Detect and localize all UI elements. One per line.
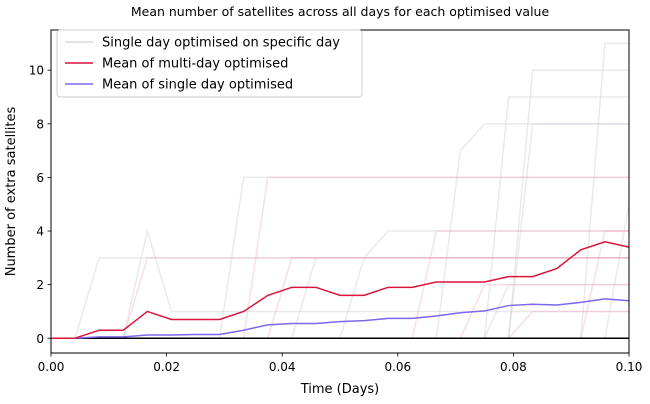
legend-label-multi-day-mean: Mean of multi-day optimised xyxy=(102,57,288,72)
y-axis-label: Number of extra satellites xyxy=(4,106,19,276)
legend-label-single-day-mean: Mean of single day optimised xyxy=(102,78,293,93)
x-tick-label: 0.10 xyxy=(616,360,643,374)
y-tick-label: 0 xyxy=(36,332,44,346)
y-tick-label: 2 xyxy=(36,278,44,292)
x-tick-label: 0.08 xyxy=(500,360,527,374)
x-tick-label: 0.00 xyxy=(38,360,65,374)
multi-day-mean-line xyxy=(51,240,630,340)
y-tick-label: 8 xyxy=(36,117,44,131)
chart-title: Mean number of satellites across all day… xyxy=(131,4,550,19)
legend-label-single-day: Single day optimised on specific day xyxy=(102,36,340,51)
single-day-mean-line xyxy=(51,298,630,340)
y-tick-label: 6 xyxy=(36,171,44,185)
x-tick-label: 0.06 xyxy=(384,360,411,374)
x-axis: 0.00 0.02 0.04 0.06 0.08 0.10 xyxy=(38,353,643,374)
x-axis-label: Time (Days) xyxy=(300,382,380,397)
multi-day-line-0 xyxy=(51,257,629,340)
y-axis: 0 2 4 6 8 10 xyxy=(29,64,51,346)
single-day-line-9 xyxy=(51,228,629,340)
single-day-line-4 xyxy=(51,257,629,340)
x-tick-label: 0.04 xyxy=(269,360,296,374)
y-tick-label: 4 xyxy=(36,225,44,239)
mean-lines xyxy=(51,240,630,340)
legend: Single day optimised on specific day Mea… xyxy=(56,29,363,98)
y-tick-label: 10 xyxy=(29,64,44,78)
legend-box xyxy=(56,29,363,98)
x-tick-label: 0.02 xyxy=(153,360,180,374)
